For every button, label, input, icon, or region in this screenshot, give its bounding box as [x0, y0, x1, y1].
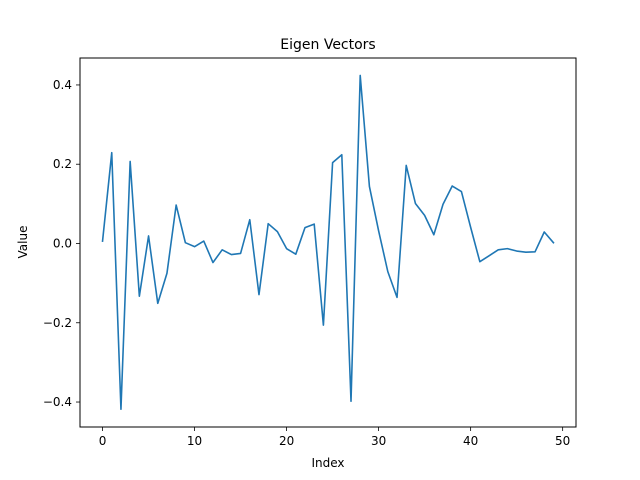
x-tick-label: 0 [99, 434, 107, 448]
y-tick-label: 0.2 [53, 157, 72, 171]
series-line [101, 74, 555, 410]
x-tick-label: 50 [555, 434, 570, 448]
y-tick-label: 0.0 [53, 236, 72, 250]
y-tick-label: −0.4 [43, 395, 72, 409]
x-tick-label: 10 [187, 434, 202, 448]
y-axis: −0.4 −0.2 0.0 0.2 0.4 [43, 78, 80, 409]
y-axis-title: Value [16, 226, 30, 259]
x-tick-label: 30 [371, 434, 386, 448]
x-tick-label: 40 [463, 434, 478, 448]
y-tick-label: 0.4 [53, 78, 72, 92]
plot-frame [79, 57, 577, 428]
chart-title: Eigen Vectors [280, 37, 375, 53]
x-tick-label: 20 [279, 434, 294, 448]
x-axis: 0 10 20 30 40 50 [99, 427, 570, 448]
y-tick-label: −0.2 [43, 316, 72, 330]
x-axis-title: Index [311, 456, 344, 470]
